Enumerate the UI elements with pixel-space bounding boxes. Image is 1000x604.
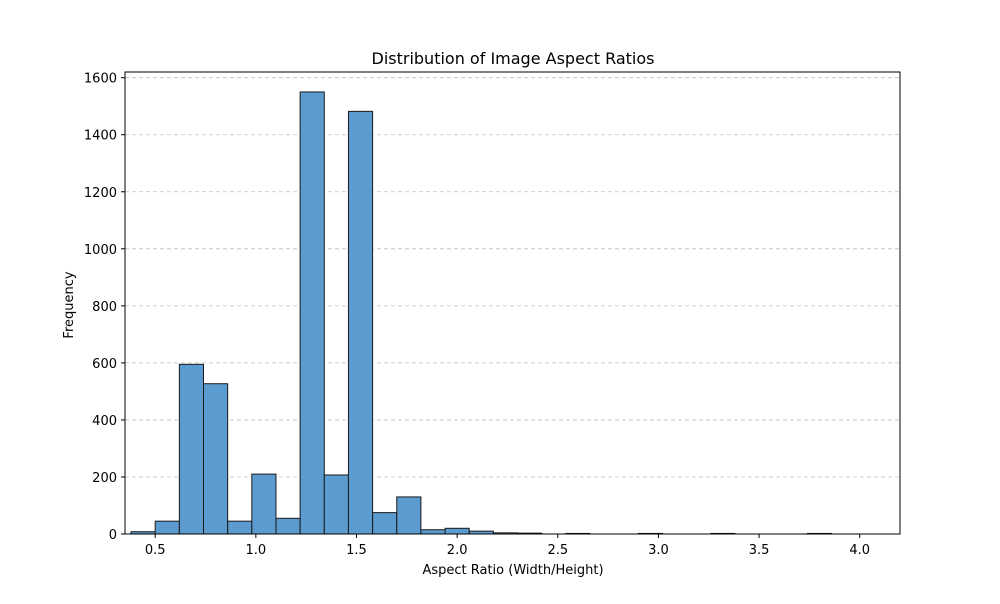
x-tick-label-5: 3.0: [648, 543, 669, 558]
histogram-bar-13: [444, 527, 470, 535]
x-axis-label: Aspect Ratio (Width/Height): [422, 563, 603, 578]
histogram-bar-10: [372, 512, 398, 535]
histogram-bar-11: [396, 496, 422, 535]
histogram-bar-7: [299, 91, 325, 535]
histogram-bar-5: [251, 473, 277, 535]
histogram-bar-4: [227, 520, 253, 535]
histogram-bar-1: [154, 520, 180, 535]
y-tick-label-7: 1400: [84, 129, 117, 144]
bars: [130, 91, 833, 535]
x-tick-label-1: 1.0: [246, 543, 267, 558]
x-tick-label-7: 4.0: [849, 543, 870, 558]
x-tick-label-0: 0.5: [145, 543, 166, 558]
histogram-bar-12: [420, 529, 446, 535]
x-tick-label-6: 3.5: [749, 543, 770, 558]
y-tick-label-0: 0: [109, 528, 117, 543]
y-tick-label-3: 600: [92, 357, 117, 372]
y-tick-label-5: 1000: [84, 243, 117, 258]
y-tick-label-2: 400: [92, 414, 117, 429]
y-tick-label-6: 1200: [84, 186, 117, 201]
histogram-bar-6: [275, 517, 301, 535]
chart-title: Distribution of Image Aspect Ratios: [372, 49, 655, 68]
histogram-bar-9: [347, 110, 374, 535]
grid-lines: [125, 77, 900, 535]
x-axis-ticks: 0.5 1.0 1.5 2.0 2.5 3.0 3.5 4.0: [145, 534, 870, 558]
x-tick-label-2: 1.5: [346, 543, 367, 558]
histogram-bar-2: [178, 363, 205, 535]
y-axis-label: Frequency: [62, 271, 77, 338]
y-tick-label-1: 200: [92, 471, 117, 486]
histogram-bar-3: [203, 383, 229, 535]
x-tick-label-3: 2.0: [447, 543, 468, 558]
y-tick-label-8: 1600: [84, 72, 117, 87]
x-tick-label-4: 2.5: [547, 543, 568, 558]
y-axis-ticks: 0 200 400 600 800 1000 1200 1400 1600: [84, 72, 125, 543]
y-tick-label-4: 800: [92, 300, 117, 315]
plot-frame: [124, 71, 901, 535]
histogram-bar-8: [323, 474, 349, 535]
